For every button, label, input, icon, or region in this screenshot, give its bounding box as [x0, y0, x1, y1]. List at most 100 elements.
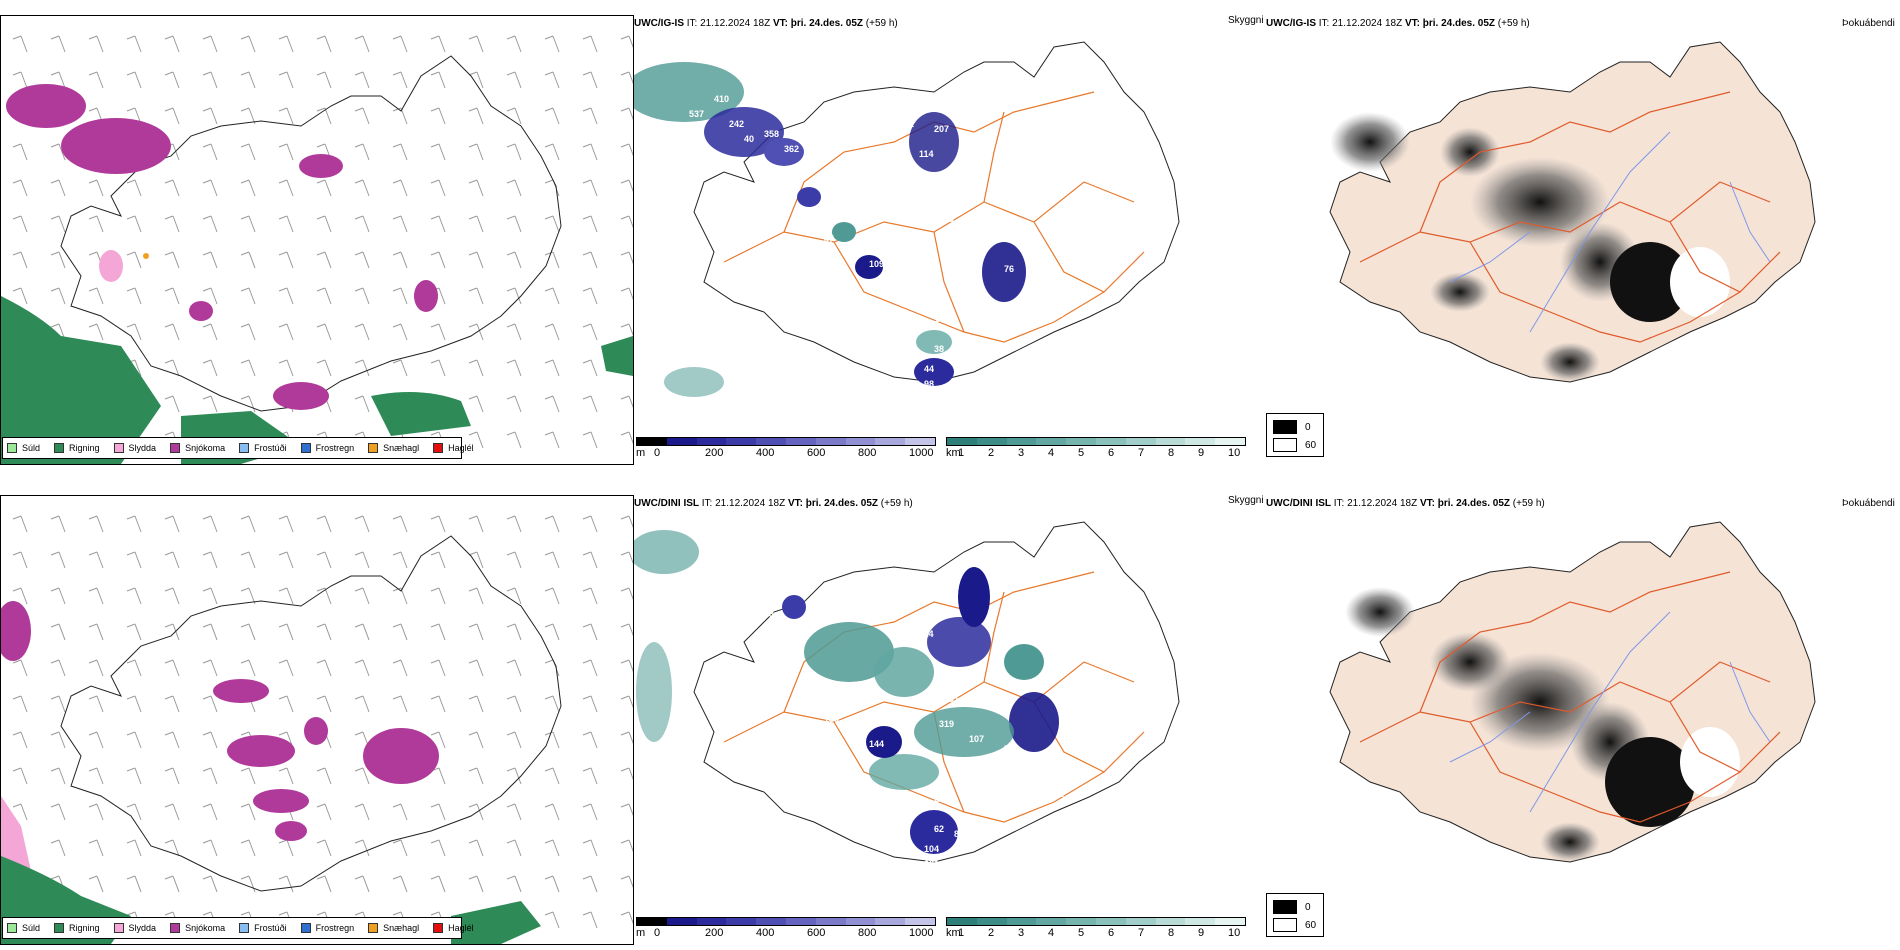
road-network	[723, 91, 1145, 343]
wind-barb	[590, 911, 598, 929]
wind-barb	[286, 587, 294, 605]
wind-barb	[438, 875, 446, 893]
wind-barb-flag	[620, 731, 630, 736]
wind-barb	[438, 695, 446, 713]
fog-legend-high-swatch	[1273, 420, 1297, 434]
wind-barb-flag	[354, 143, 364, 148]
wind-barb	[400, 695, 408, 713]
wind-barb	[210, 179, 218, 197]
legend-label: Frostregn	[315, 443, 355, 453]
wind-barb-flag	[354, 395, 364, 400]
wind-barb	[134, 875, 142, 893]
fog-legend-low-label: 60	[1305, 440, 1317, 451]
wind-barb-flag	[278, 35, 288, 40]
wind-barb	[628, 803, 633, 817]
wind-barb-flag	[468, 875, 478, 880]
wind-barb	[514, 323, 522, 341]
wind-barb	[362, 287, 370, 305]
visibility-value-label: 302	[904, 599, 919, 609]
wind-barb	[286, 359, 294, 377]
visibility-km-colorbar-top	[946, 437, 1246, 446]
wind-barb	[210, 695, 218, 713]
visibility-value-label: 242	[729, 119, 744, 129]
wind-barb	[286, 767, 294, 785]
wind-barb	[20, 587, 28, 605]
legend-item: Snæhagl	[368, 923, 419, 933]
wind-barb	[362, 659, 370, 677]
wind-barb-flag	[506, 623, 516, 628]
wind-barb	[362, 179, 370, 197]
wind-barb-flag	[430, 623, 440, 628]
wind-barb-flag	[544, 551, 554, 556]
wind-barb-flag	[88, 587, 98, 592]
wind-barb-flag	[620, 323, 630, 328]
wind-barb	[134, 179, 142, 197]
wind-barb	[286, 251, 294, 269]
wind-barb	[58, 587, 66, 605]
wind-barb-flag	[582, 911, 592, 916]
wind-barb	[590, 695, 598, 713]
wind-barb	[590, 35, 598, 53]
wind-barb-flag	[316, 179, 326, 184]
wind-barb-flag	[316, 251, 326, 256]
wind-barb-flag	[278, 323, 288, 328]
wind-barb	[590, 179, 598, 197]
wind-barb	[20, 251, 28, 269]
wind-barb-flag	[468, 731, 478, 736]
wind-barb	[438, 323, 446, 341]
wind-barb	[628, 395, 633, 409]
wind-barb-flag	[544, 839, 554, 844]
wind-barb-flag	[12, 35, 22, 40]
wind-barb-flag	[202, 287, 212, 292]
wind-barb-flag	[468, 659, 478, 664]
colorbar-tick: 0	[654, 447, 661, 459]
header-bottom-fog: UWC/DINI ISL IT: 21.12.2024 18Z VT: þri.…	[1266, 498, 1545, 509]
wind-barb	[552, 215, 560, 233]
iceland-land	[693, 521, 1180, 863]
colorbar-segment	[1006, 918, 1037, 925]
wind-barb-flag	[12, 659, 22, 664]
wind-barb	[172, 839, 180, 857]
wind-barb-flag	[50, 623, 60, 628]
wind-barb-flag	[316, 803, 326, 808]
wind-barb	[58, 839, 66, 857]
wind-barb	[210, 251, 218, 269]
wind-barb-flag	[164, 287, 174, 292]
legend-swatch	[7, 923, 17, 933]
wind-barb	[362, 767, 370, 785]
wind-barb-flag	[506, 359, 516, 364]
wind-barb-flag	[620, 911, 630, 916]
wind-barb	[400, 515, 408, 533]
legend-swatch	[368, 443, 379, 453]
wind-barb	[438, 731, 446, 749]
legend-item: Súld	[7, 923, 40, 933]
wind-barb-flag	[354, 251, 364, 256]
wind-barb-flag	[354, 71, 364, 76]
wind-barb	[552, 623, 560, 641]
wind-barb-flag	[316, 587, 326, 592]
visibility-value-label: 114	[919, 629, 934, 639]
wind-barb-flag	[12, 515, 22, 520]
wind-barb-flag	[544, 695, 554, 700]
wind-barb-flag	[88, 107, 98, 112]
wind-barb	[590, 287, 598, 305]
visibility-value-label: 63	[1084, 344, 1094, 354]
visibility-value-label: 76	[1004, 264, 1014, 274]
wind-barb-flag	[392, 35, 402, 40]
wind-barb-flag	[202, 515, 212, 520]
wind-barb	[400, 251, 408, 269]
legend-label: Súld	[22, 923, 41, 933]
wind-barb-flag	[240, 551, 250, 556]
wind-barb	[324, 623, 332, 641]
colorbar-segment	[845, 918, 876, 925]
wind-barb-flag	[468, 179, 478, 184]
wind-barb-flag	[12, 71, 22, 76]
wind-barb-flag	[430, 143, 440, 148]
wind-barb	[96, 35, 104, 53]
wind-barb-flag	[126, 731, 136, 736]
visibility-value-label: 29	[1054, 309, 1064, 319]
wind-barb-flag	[202, 803, 212, 808]
wind-barb	[324, 251, 332, 269]
colorbar-segment	[1215, 438, 1245, 445]
wind-barb-flag	[164, 695, 174, 700]
